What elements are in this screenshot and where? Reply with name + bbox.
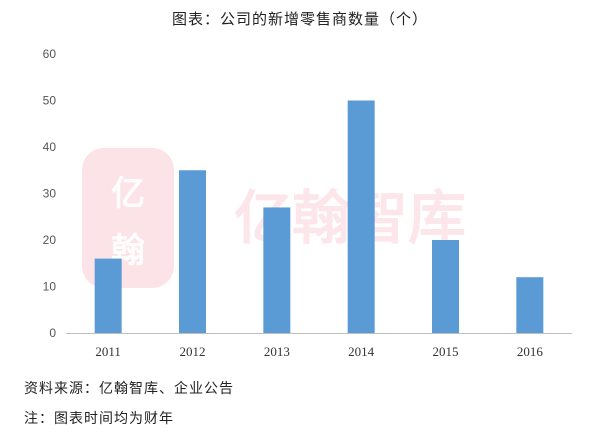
y-tick-label: 60: [43, 47, 57, 61]
x-tick-label-2014: 2014: [348, 344, 375, 359]
watermark-logo-top: 亿: [111, 174, 145, 214]
y-axis-ticks: 0 10 20 30 40 50 60: [43, 47, 57, 340]
bars: [94, 100, 544, 333]
fiscal-year-note: 注：图表时间均为财年: [24, 411, 174, 427]
y-tick-label: 50: [43, 94, 57, 108]
watermark-logo: 亿 翰: [82, 148, 174, 288]
y-tick-label: 30: [43, 187, 57, 201]
y-tick-label: 20: [43, 233, 57, 247]
bar-2012: [179, 170, 206, 333]
bar-2013: [263, 207, 291, 333]
chart-title: 图表：公司的新增零售商数量（个）: [171, 10, 428, 28]
x-axis-ticks: 2011 2012 2013 2014 2015 2016: [95, 344, 543, 359]
bar-2016: [516, 277, 544, 333]
bar-2014: [347, 100, 375, 333]
x-tick-label-2016: 2016: [517, 344, 544, 359]
y-tick-label: 0: [49, 326, 56, 340]
x-tick-label-2015: 2015: [433, 344, 459, 359]
x-tick-label-2011: 2011: [95, 344, 121, 359]
y-tick-label: 40: [43, 140, 57, 154]
x-tick-label-2013: 2013: [264, 344, 290, 359]
bar-2015: [432, 240, 459, 333]
y-tick-label: 10: [43, 280, 57, 294]
x-tick-label-2012: 2012: [180, 344, 206, 359]
bar-2011: [94, 258, 122, 333]
source-note: 资料来源：亿翰智库、企业公告: [24, 381, 234, 397]
